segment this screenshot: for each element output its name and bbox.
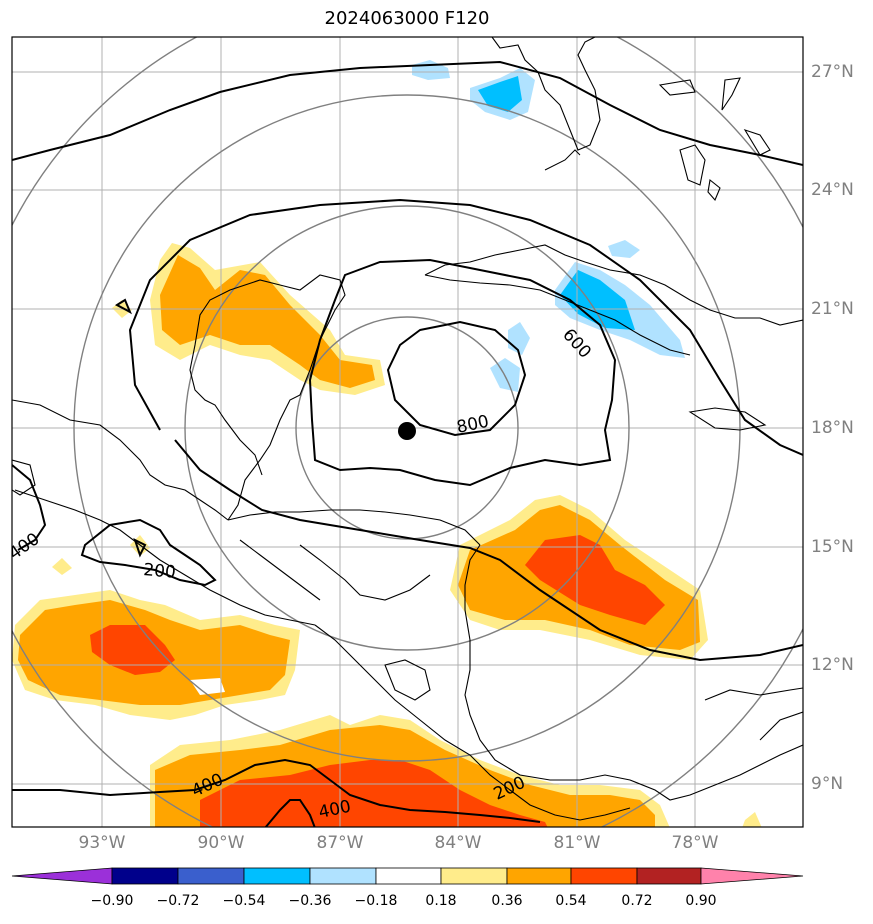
lon-label-90w: 90°W xyxy=(197,833,245,853)
colorbar-segment xyxy=(440,867,508,885)
colorbar-tick-label: −0.18 xyxy=(354,893,398,909)
colorbar-segment xyxy=(636,867,702,885)
colorbar-tick-label: 0.18 xyxy=(425,893,457,909)
lat-label-27n: 27°N xyxy=(811,62,854,82)
contour-label-800: 800 xyxy=(455,412,491,438)
lon-label-93w: 93°W xyxy=(78,833,126,853)
colorbar-segment xyxy=(570,867,638,885)
contour-label-600: 600 xyxy=(558,325,595,362)
height-contour-thin xyxy=(544,149,581,171)
colorbar xyxy=(11,867,804,885)
height-contours xyxy=(12,60,803,827)
lat-label-24n: 24°N xyxy=(811,180,854,200)
positive-anomaly-shading xyxy=(12,243,762,827)
lon-label-81w: 81°W xyxy=(553,833,601,853)
range-rings xyxy=(12,37,803,827)
coastlines xyxy=(12,37,803,821)
colorbar-segment xyxy=(111,867,179,885)
map-frame xyxy=(11,36,804,828)
graticule xyxy=(12,37,803,827)
colorbar-segment xyxy=(375,867,442,885)
colorbar-tick-label: 0.72 xyxy=(621,893,653,909)
colorbar-tick-label: −0.54 xyxy=(222,893,266,909)
lon-label-84w: 84°W xyxy=(434,833,482,853)
colorbar-segment xyxy=(506,867,572,885)
lon-label-87w: 87°W xyxy=(316,833,364,853)
contour-label-200-west: 200 xyxy=(143,560,177,583)
lat-label-9n: 9°N xyxy=(811,774,844,794)
colorbar-tick-label: 0.36 xyxy=(491,893,523,909)
colorbar-segment xyxy=(309,867,377,885)
colorbar-tick-label: 0.90 xyxy=(685,893,717,909)
colorbar-tick-label: 0.54 xyxy=(555,893,587,909)
colorbar-segment xyxy=(243,867,311,885)
storm-center-marker xyxy=(398,422,416,440)
colorbar-segment xyxy=(177,867,245,885)
colorbar-tick-label: −0.90 xyxy=(90,893,134,909)
lat-label-18n: 18°N xyxy=(811,418,854,438)
negative-anomaly-shading xyxy=(412,60,685,392)
lon-label-78w: 78°W xyxy=(671,833,719,853)
colorbar-extend-high xyxy=(700,867,804,885)
colorbar-extend-low xyxy=(11,867,113,885)
map-title: 2024063000 F120 xyxy=(324,8,490,29)
lat-label-15n: 15°N xyxy=(811,537,854,557)
lat-label-21n: 21°N xyxy=(811,299,854,319)
colorbar-tick-label: −0.72 xyxy=(156,893,200,909)
colorbar-tick-label: −0.36 xyxy=(288,893,332,909)
lat-label-12n: 12°N xyxy=(811,655,854,675)
